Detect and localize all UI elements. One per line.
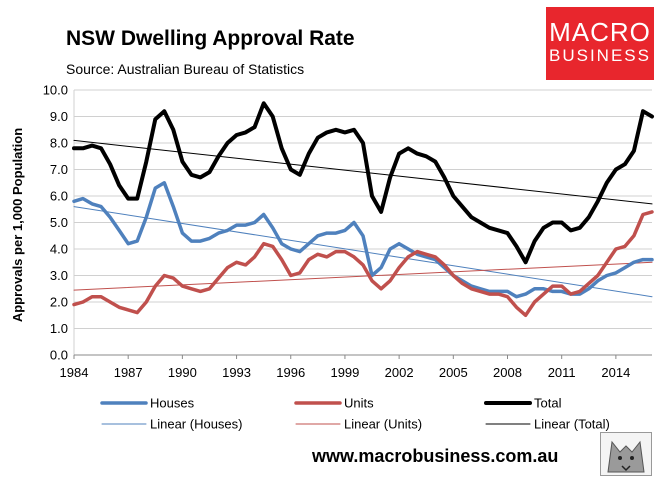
y-tick-label: 9.0	[50, 109, 68, 124]
y-axis-ticks: 0.0 1.0 2.0 3.0 4.0 5.0 6.0 7.0 8.0 9.0 10.0	[43, 83, 68, 363]
grid-lines	[73, 89, 652, 356]
legend-label-linear-total: Linear (Total)	[534, 417, 610, 432]
logo-line-1: MACRO	[549, 17, 651, 47]
x-tick-label: 1987	[114, 365, 143, 380]
x-tick-label: 1990	[168, 365, 197, 380]
x-tick-label: 2011	[548, 365, 576, 380]
series-line-linear-houses	[73, 206, 653, 298]
x-tick-label: 2008	[493, 365, 522, 380]
y-tick-label: 4.0	[50, 242, 68, 257]
line-chart: 0.01.02.03.04.05.06.07.08.09.010.0 1984 1…	[10, 83, 654, 432]
legend-label-total: Total	[534, 396, 562, 411]
y-tick-label: 1.0	[50, 321, 68, 336]
series-line-units	[72, 210, 654, 318]
y-tick-label: 7.0	[50, 162, 68, 177]
y-tick-label: 6.0	[50, 189, 68, 204]
logo-line-2: BUSINESS	[549, 46, 651, 65]
series-line-linear-units	[73, 261, 653, 291]
legend-label-linear-units: Linear (Units)	[344, 417, 422, 432]
x-tick-label: 2005	[439, 365, 468, 380]
x-tick-label: 1984	[60, 365, 89, 380]
series-line-total	[72, 101, 654, 265]
x-tick-label: 2014	[601, 365, 630, 380]
y-tick-label: 8.0	[50, 136, 68, 151]
y-tick-label: 10.0	[43, 83, 68, 98]
wolf-logo-icon	[600, 432, 652, 476]
series-line-linear-total	[73, 139, 653, 205]
y-tick-label: 0.0	[50, 348, 68, 363]
legend: Houses Units Total Linear (Houses) Linear (U…	[100, 396, 610, 432]
x-tick-label: 1999	[330, 365, 359, 380]
website-url: www.macrobusiness.com.au	[312, 446, 559, 466]
y-axis-label: Approvals per 1,000 Population	[10, 128, 25, 322]
legend-label-linear-houses: Linear (Houses)	[150, 417, 243, 432]
legend-label-units: Units	[344, 396, 374, 411]
x-tick-label: 2002	[385, 365, 414, 380]
x-axis-ticks: 1984 1987 1990 1993 1996 1999 2002 2005 2008 2011…	[60, 355, 630, 380]
series-line-houses	[72, 181, 654, 299]
macrobusiness-logo: MACRO BUSINESS	[546, 7, 654, 80]
chart-source: Source: Australian Bureau of Statistics	[66, 61, 305, 77]
chart-title: NSW Dwelling Approval Rate	[66, 27, 355, 50]
y-tick-label: 2.0	[50, 295, 68, 310]
x-tick-label: 1996	[276, 365, 305, 380]
y-tick-label: 5.0	[50, 215, 68, 230]
series-lines	[72, 101, 654, 318]
x-tick-label: 1993	[222, 365, 251, 380]
y-tick-label: 3.0	[50, 268, 68, 283]
legend-label-houses: Houses	[150, 396, 195, 411]
